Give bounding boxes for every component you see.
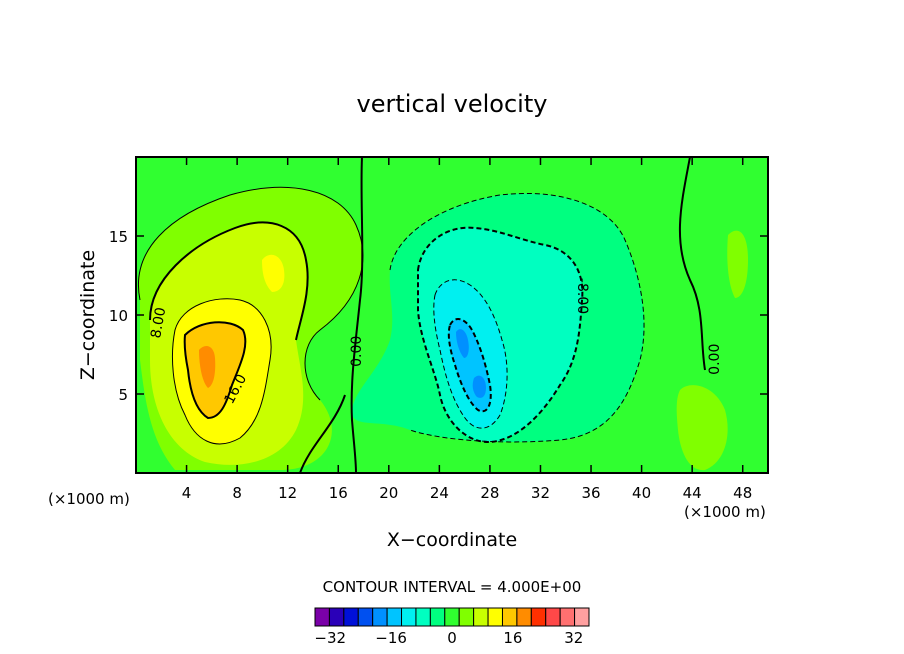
x-tick-label: 40 — [632, 484, 651, 502]
contour-line-8 — [149, 221, 309, 341]
colorbar-swatch — [458, 607, 475, 627]
level-neg20-region-b — [472, 375, 486, 398]
x-tick-label: 4 — [182, 484, 192, 502]
colorbar-swatch — [574, 607, 590, 627]
contour-line-4 — [138, 186, 364, 401]
x-tick-label: 48 — [733, 484, 752, 502]
y-tick-label: 5 — [118, 386, 128, 404]
colorbar-swatch — [516, 607, 532, 627]
colorbar-swatch — [343, 607, 359, 627]
colorbar-tick-label: 32 — [564, 629, 583, 647]
colorbar-swatch — [530, 607, 547, 627]
colorbar-swatch — [357, 607, 374, 627]
colorbar-swatch — [328, 607, 345, 627]
y-axis-label: Z−coordinate — [77, 250, 99, 380]
x-tick-label: 16 — [329, 484, 348, 502]
colorbar-swatch — [501, 607, 518, 627]
x-unit-right: (×1000 m) — [684, 503, 766, 521]
colorbar-swatch — [429, 607, 446, 627]
y-tick-label: 15 — [109, 228, 128, 246]
colorbar-tick-label: −16 — [375, 629, 407, 647]
contour-line-neg16 — [447, 318, 492, 413]
x-tick-label: 24 — [430, 484, 449, 502]
colorbar-swatch — [372, 607, 388, 627]
contour-label: 0.00 — [349, 336, 365, 367]
colorbar-swatch — [401, 607, 417, 627]
contour-label: -8.00 — [574, 278, 590, 314]
contour-line-neg8 — [417, 226, 584, 444]
x-tick-label: 8 — [232, 484, 242, 502]
colorbar-swatch — [487, 607, 503, 627]
contour-lines-negative — [389, 192, 645, 444]
contour-line-zero-c — [299, 394, 346, 473]
colorbar-swatch — [473, 607, 489, 627]
colorbar-swatch — [444, 607, 460, 627]
chart-title: vertical velocity — [357, 90, 548, 118]
contour-label: 0.00 — [707, 344, 723, 375]
colorbar-swatch — [314, 607, 330, 627]
level-neg20-region — [456, 329, 469, 358]
x-tick-label: 32 — [531, 484, 550, 502]
x-axis: 4 8 12 16 20 24 28 32 36 40 44 48 — [182, 157, 752, 502]
contour-line-12 — [171, 298, 272, 445]
x-unit-left: (×1000 m) — [48, 490, 130, 508]
colorbar: −32 −16 0 16 32 — [314, 607, 590, 647]
x-tick-label: 28 — [480, 484, 499, 502]
colorbar-swatch — [559, 607, 576, 627]
level-20-region — [199, 346, 216, 388]
x-tick-label: 36 — [581, 484, 600, 502]
contour-line-16 — [183, 321, 247, 420]
contour-line-zero-a — [350, 157, 364, 473]
contour-lines — [138, 157, 706, 473]
x-tick-label: 20 — [379, 484, 398, 502]
colorbar-tick-label: −32 — [314, 629, 346, 647]
level-4-region-right — [676, 385, 728, 471]
contour-line-neg12 — [433, 279, 508, 429]
contour-line-zero-b — [678, 157, 706, 371]
contour-label: 8.00 — [148, 306, 169, 339]
x-tick-label: 12 — [278, 484, 297, 502]
contour-interval-label: CONTOUR INTERVAL = 4.000E+00 — [323, 578, 582, 596]
contour-line-neg4 — [389, 192, 645, 443]
x-tick-label: 44 — [683, 484, 702, 502]
level-4-region-right-b — [727, 230, 748, 298]
y-tick-label: 10 — [109, 307, 128, 325]
colorbar-tick-label: 16 — [503, 629, 522, 647]
y-axis: 5 10 15 — [109, 228, 768, 404]
level-12-region-b — [262, 254, 285, 292]
colorbar-swatch — [545, 607, 561, 627]
colorbar-swatch — [415, 607, 431, 627]
x-axis-label: X−coordinate — [387, 529, 517, 551]
colorbar-tick-label: 0 — [447, 629, 457, 647]
colorbar-swatch — [386, 607, 403, 627]
